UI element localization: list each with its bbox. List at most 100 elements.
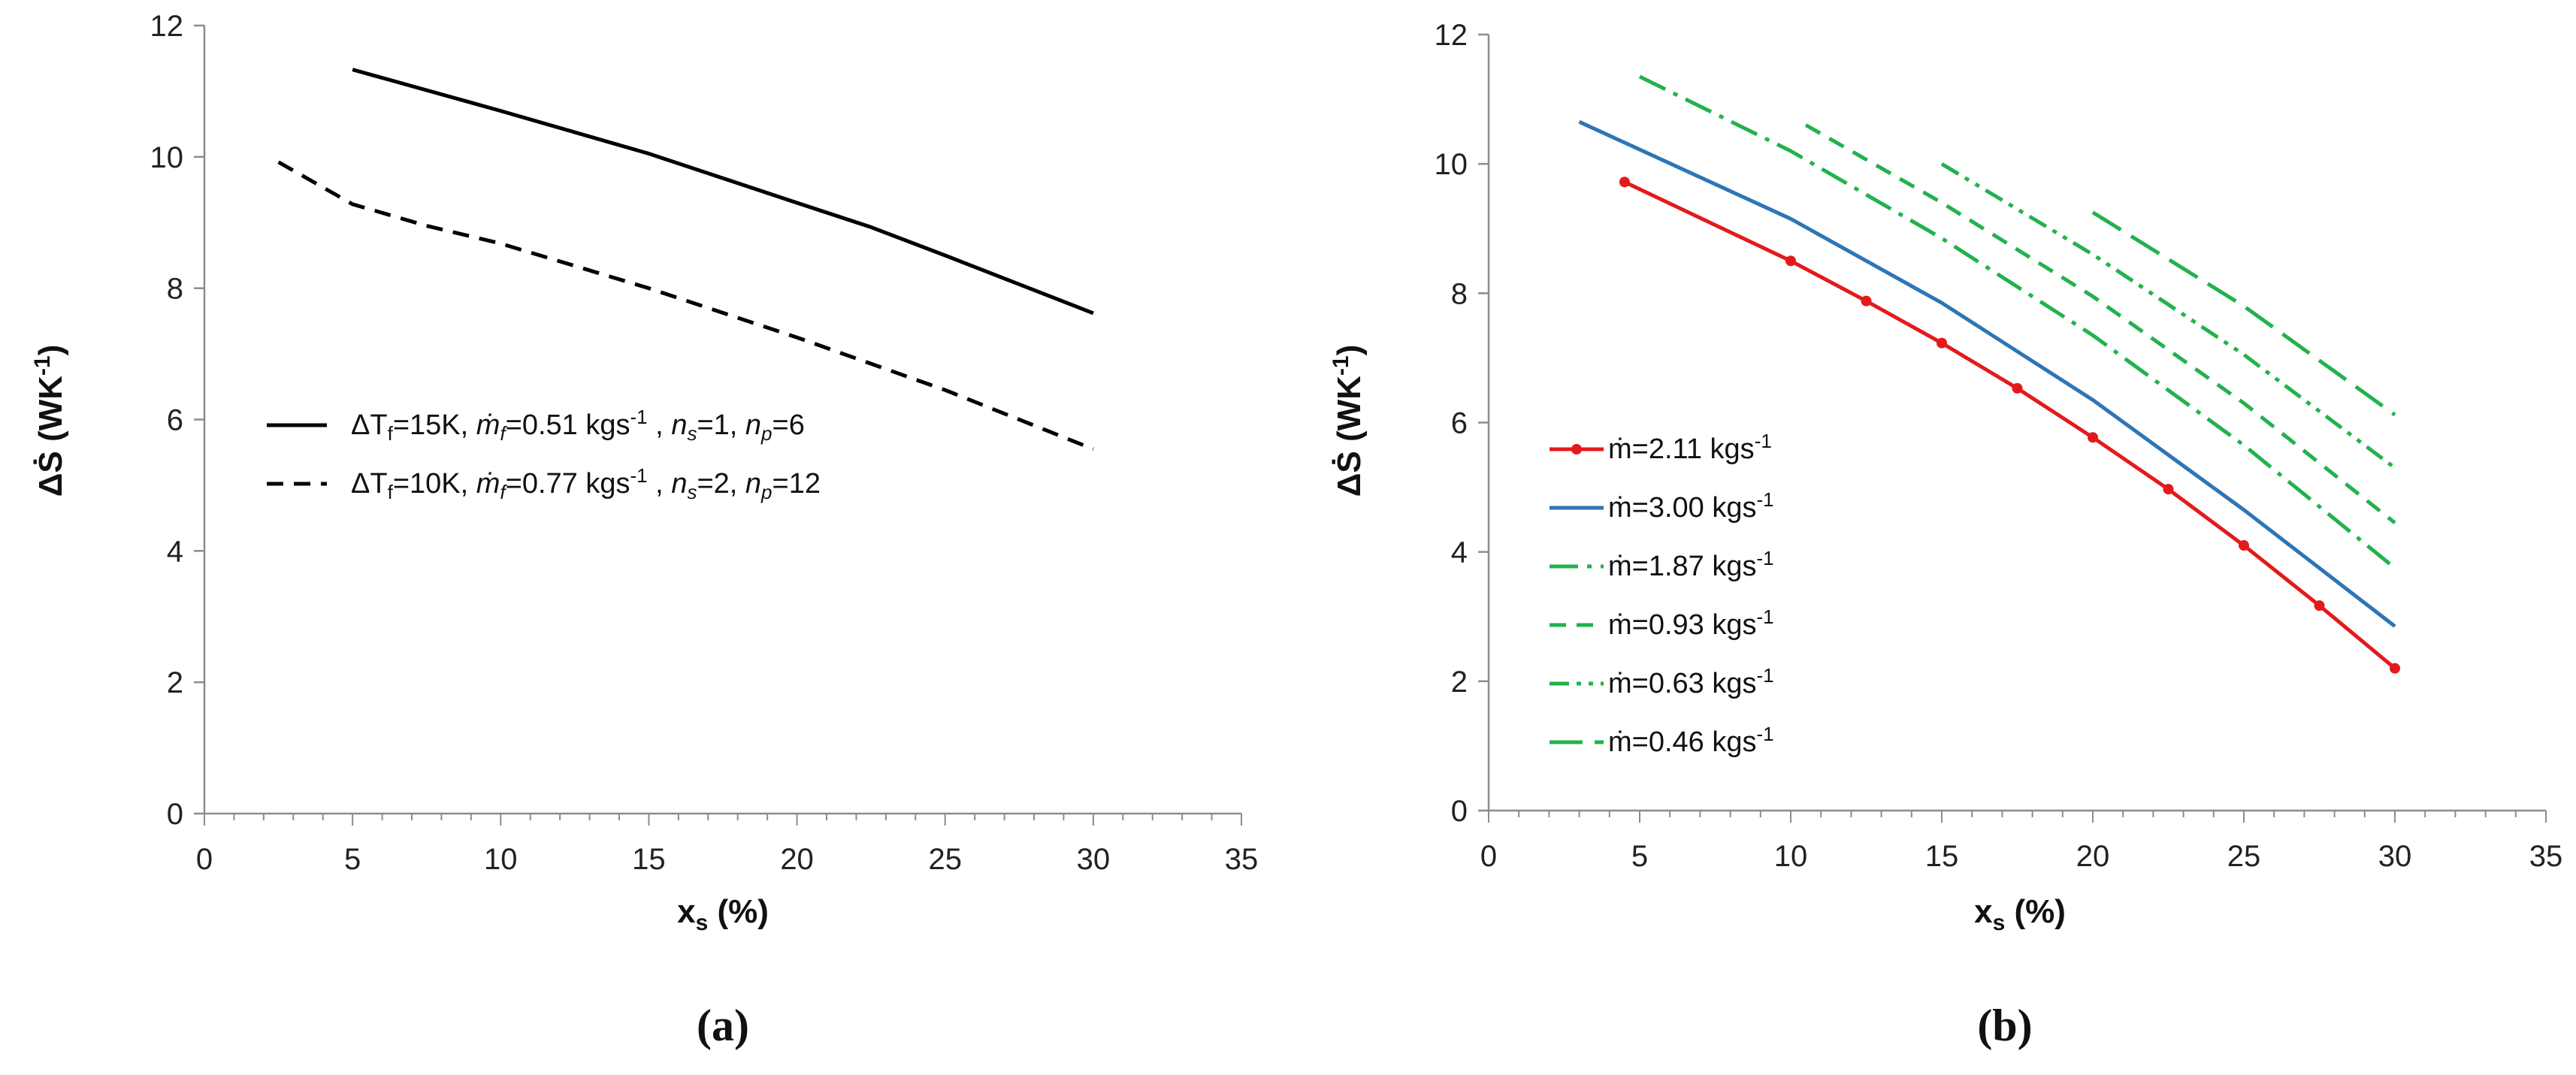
legend-sub: p: [760, 422, 772, 445]
legend-label-5: ṁ=0.63 kgs-1: [1608, 664, 1774, 699]
y-tick-label: 6: [167, 404, 183, 437]
series-point: [2163, 484, 2174, 495]
y-tick-label: 12: [1435, 19, 1468, 52]
legend-text: ṁ=1.87 kgs: [1608, 551, 1757, 582]
legend-text: n: [745, 468, 761, 500]
legend-marker: [1571, 444, 1582, 454]
series-line-2: [277, 160, 1094, 451]
legend-sup: -1: [1757, 723, 1774, 745]
legend-label-4: ṁ=0.93 kgs-1: [1608, 605, 1774, 641]
x-axis-label-main: x: [677, 893, 696, 930]
legend-text: =15K,: [393, 409, 476, 441]
series-line-2: [1578, 119, 2396, 628]
legend-text: ṁ=2.11 kgs: [1608, 433, 1755, 465]
legend-sub: s: [687, 422, 697, 445]
legend-text: =10K,: [393, 468, 476, 500]
series-point: [2239, 540, 2249, 551]
series-point: [2314, 600, 2325, 611]
legend-text: ,: [648, 468, 672, 500]
x-axis-label-main: x: [1974, 893, 1993, 930]
x-tick-label: 10: [1774, 840, 1808, 873]
y-tick-label: 2: [167, 666, 183, 699]
legend-text: ,: [648, 409, 672, 441]
x-tick-label: 5: [344, 843, 361, 876]
series-line-5: [1940, 162, 2396, 470]
legend-sup: -1: [630, 464, 648, 487]
y-axis-label-tail: ): [32, 345, 69, 356]
legend-text: ΔT: [351, 468, 388, 500]
series-line-3: [1638, 74, 2396, 570]
series-point: [1861, 295, 1872, 306]
x-tick-label: 30: [2378, 840, 2412, 873]
y-tick-label: 6: [1451, 407, 1468, 440]
legend-text: ΔT: [351, 409, 388, 441]
legend-text: =0.77 kgs: [506, 468, 630, 500]
series-point: [2012, 382, 2023, 394]
y-tick-label: 12: [150, 10, 184, 43]
legend-label-6: ṁ=0.46 kgs-1: [1608, 723, 1774, 758]
legend-text: =1,: [697, 409, 745, 441]
legend-sub: p: [760, 481, 772, 503]
series-line-4: [1804, 123, 2396, 524]
y-tick-label: 2: [1451, 666, 1468, 699]
x-tick-label: 10: [484, 843, 518, 876]
y-axis-label: ΔṠ (WK-1): [30, 345, 69, 497]
y-tick-label: 8: [167, 273, 183, 306]
x-tick-label: 15: [632, 843, 666, 876]
legend-sup: -1: [1757, 547, 1774, 569]
legend-text: n: [745, 409, 761, 441]
y-tick-label: 0: [167, 798, 183, 831]
y-tick-label: 4: [1451, 536, 1468, 569]
series-point: [2390, 663, 2400, 674]
legend-text: =0.51 kgs: [506, 409, 630, 441]
series-point: [2088, 432, 2098, 443]
legend-sup: -1: [1757, 488, 1774, 511]
x-tick-label: 35: [2529, 840, 2563, 873]
x-axis-label-tail: (%): [2005, 893, 2066, 930]
legend-text: n: [671, 409, 687, 441]
x-axis-label-sub: s: [696, 910, 709, 935]
x-tick-label: 15: [1925, 840, 1959, 873]
legend-text: ṁ=3.00 kgs: [1608, 492, 1757, 524]
series-line-1: [352, 68, 1094, 316]
y-tick-label: 10: [1435, 148, 1468, 181]
legend-text: =12: [772, 468, 821, 500]
x-tick-label: 35: [1225, 843, 1259, 876]
legend-text: =2,: [697, 468, 745, 500]
x-tick-label: 0: [1480, 840, 1497, 873]
x-tick-label: 20: [780, 843, 814, 876]
legend-text: ṁ: [476, 409, 500, 441]
series-point: [1619, 177, 1630, 188]
series-line-1: [1623, 180, 2396, 670]
legend-label-2: ṁ=3.00 kgs-1: [1608, 488, 1774, 524]
x-axis-label-tail: (%): [708, 893, 769, 930]
legend-text: ṁ=0.93 kgs: [1608, 609, 1757, 641]
legend-sub: f: [500, 422, 507, 445]
x-axis-label: xs (%): [1974, 893, 2066, 935]
panel-label: (a): [697, 1001, 749, 1050]
y-axis-label-sup: -1: [30, 355, 55, 376]
legend-label-3: ṁ=1.87 kgs-1: [1608, 547, 1774, 582]
y-tick-label: 0: [1451, 795, 1468, 828]
legend-text: ṁ=0.46 kgs: [1608, 726, 1757, 758]
legend-sup: -1: [1755, 430, 1772, 452]
x-tick-label: 0: [196, 843, 213, 876]
x-axis-label: xs (%): [677, 893, 769, 935]
panel-label: (b): [1977, 1001, 2032, 1050]
legend-text: ṁ: [476, 468, 500, 500]
legend-label-1: ΔTf=15K, ṁf=0.51 kgs-1 , ns=1, np=6: [351, 406, 805, 445]
y-axis-label-tail: ): [1331, 345, 1368, 356]
legend-label-1: ṁ=2.11 kgs-1: [1608, 430, 1772, 465]
x-tick-label: 25: [928, 843, 962, 876]
legend-text: ṁ=0.63 kgs: [1608, 668, 1757, 699]
legend-sub: f: [388, 422, 394, 445]
legend-sup: -1: [1757, 664, 1774, 687]
legend-sub: f: [388, 481, 394, 503]
legend-sup: -1: [630, 406, 648, 428]
legend-label-2: ΔTf=10K, ṁf=0.77 kgs-1 , ns=2, np=12: [351, 464, 821, 503]
x-tick-label: 5: [1631, 840, 1648, 873]
x-tick-label: 25: [2227, 840, 2261, 873]
x-axis-label-sub: s: [1993, 910, 2006, 935]
